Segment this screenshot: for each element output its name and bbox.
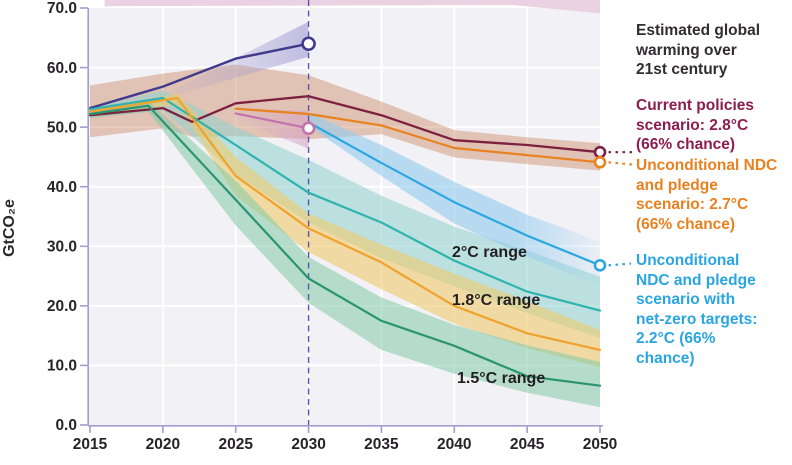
legend-title: Estimated global warming over 21st century (636, 21, 760, 80)
y-tick-label: 40.0 (47, 179, 77, 196)
range-label-1: 1.8°C range (452, 292, 540, 309)
legend-item-line-ndc-net-zero: 2.2°C (66% (636, 330, 716, 347)
y-tick-label: 60.0 (47, 60, 77, 77)
legend-item-line-unconditional-ndc: Unconditional NDC (636, 157, 778, 174)
decor-strip-above-chart-strip (104, 0, 600, 14)
legend-item-ndc-net-zero: Unconditional NDC and pledge scenario with… (636, 251, 757, 368)
legend-item-line-ndc-net-zero: chance) (636, 349, 695, 367)
legend-item-line-ndc-net-zero: NDC and pledge (636, 271, 756, 289)
legend-item-line-unconditional-ndc: scenario: 2.7°C (636, 196, 749, 213)
y-tick-label: 50.0 (47, 119, 77, 136)
legend-item-current-policies: Current policies scenario: 2.8°C (66% chan… (636, 96, 754, 155)
emissions-chart: 2°C range 1.8°C range 1.5°C range 0.0 10.0 2… (1, 0, 635, 453)
marker-current-policies (593, 145, 607, 159)
series-line-unconditional-ndc (234, 107, 602, 164)
x-tick-label: 2020 (146, 436, 180, 453)
x-tick-label: 2025 (218, 436, 253, 453)
band-one-point-five-degree-range (90, 100, 600, 408)
band-one-point-eight-degree-range (90, 93, 600, 368)
legend-item-line-ndc-net-zero: scenario with (636, 291, 736, 308)
legend-item-line-current-policies: (66% chance) (636, 136, 736, 153)
emissions-chart-svg: 2°C range 1.8°C range 1.5°C range 0.0 10.0 2… (1, 0, 635, 453)
x-tick-label: 2040 (437, 436, 471, 453)
x-tick-label: 2015 (73, 436, 108, 453)
legend-item-line-ndc-net-zero: net-zero targets: (636, 310, 758, 328)
band-current-policies-range (90, 64, 600, 171)
marker-net-zero-pathway (593, 259, 607, 272)
series-line-baseline-trend (88, 42, 310, 110)
connector-net-zero-pathway (608, 262, 632, 267)
series-line-current-policies (88, 95, 602, 154)
legend-title-line: 21st century (636, 61, 728, 78)
range-label-0: 2°C range (452, 244, 527, 261)
marker-unconditional-ndc (593, 155, 607, 169)
x-tick-label: 2045 (510, 436, 545, 453)
band-net-zero-range (308, 112, 600, 286)
marker-ndc-2030-point (301, 121, 316, 136)
legend-item-unconditional-ndc: Unconditional NDC and pledge scenario: 2.7… (636, 156, 777, 234)
legend-title-line: Estimated global (636, 22, 761, 39)
legend-item-line-current-policies: Current policies (636, 97, 754, 114)
x-tick-label: 2035 (364, 436, 399, 453)
legend-title-line: warming over (636, 41, 737, 59)
y-tick-label: 70.0 (47, 0, 77, 17)
legend-item-line-current-policies: scenario: 2.8°C (636, 116, 749, 134)
x-tick-label: 2050 (583, 436, 617, 453)
y-tick-label: 30.0 (47, 238, 77, 255)
series-line-one-point-eight-degree-pathway (88, 96, 602, 351)
y-tick-label: 20.0 (47, 298, 77, 315)
series-line-net-zero-pathway (307, 121, 602, 267)
x-tick-label: 2030 (291, 436, 325, 453)
series-line-one-point-five-degree-pathway (88, 104, 602, 387)
y-tick-label: 10.0 (47, 358, 77, 375)
legend-item-line-unconditional-ndc: (66% chance) (636, 215, 736, 233)
chart-legend: Estimated global warming over 21st century… (636, 0, 792, 460)
series-line-two-degree-pathway (88, 96, 602, 312)
band-baseline-range (159, 21, 309, 100)
legend-item-line-unconditional-ndc: and pledge (636, 176, 718, 194)
marker-baseline-trend (301, 36, 316, 52)
y-axis-title: GtCO₂e (1, 199, 18, 257)
legend-item-line-ndc-net-zero: Unconditional (636, 252, 740, 269)
series-line-ndc-2030-point (234, 112, 310, 130)
axis-lines (87, 8, 603, 427)
connector-unconditional-ndc (608, 161, 635, 166)
y-tick-label: 0.0 (55, 417, 77, 434)
range-label-2: 1.5°C range (457, 370, 545, 387)
